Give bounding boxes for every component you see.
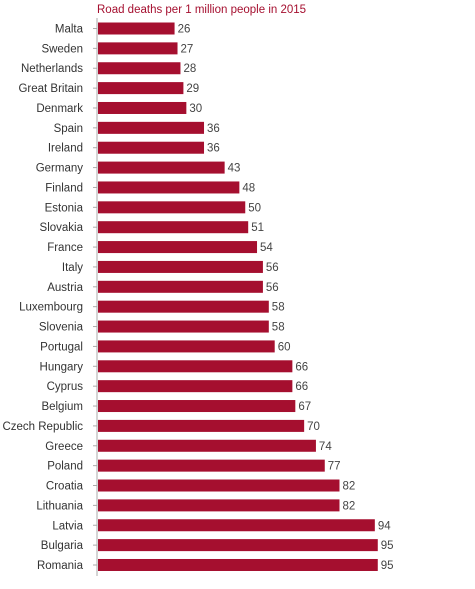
value-label: 67 [298,401,311,413]
category-label: Cyprus [47,381,84,393]
value-label: 66 [295,361,308,373]
value-label: 58 [272,302,285,314]
bar [98,479,340,492]
value-label: 51 [251,222,264,234]
value-label: 82 [342,500,355,512]
category-label: Slovenia [39,322,84,334]
category-label: Ireland [48,143,83,155]
bar [98,539,378,552]
category-label: Spain [54,123,83,135]
category-label: Croatia [46,481,84,493]
value-label: 74 [319,441,332,453]
bar [98,42,178,55]
bar [98,121,205,134]
category-label: Denmark [36,103,83,115]
bar [98,439,316,452]
value-label: 95 [381,560,394,572]
value-label: 27 [181,43,194,55]
value-label: 54 [260,242,273,254]
category-label: Bulgaria [41,540,84,552]
bar [98,62,181,75]
category-label: Austria [47,282,83,294]
value-label: 94 [378,520,391,532]
category-label: Estonia [45,202,84,214]
bar [98,419,305,432]
value-label: 28 [183,63,196,75]
value-label: 29 [186,83,199,95]
category-label: Sweden [41,43,83,55]
value-label: 36 [207,143,220,155]
bar [98,558,378,571]
bar [98,519,375,532]
category-label: Netherlands [21,63,83,75]
value-label: 30 [189,103,202,115]
value-label: 66 [295,381,308,393]
bar [98,241,258,254]
value-label: 48 [242,182,255,194]
category-label: Latvia [52,520,83,532]
bar [98,380,293,393]
bar [98,82,184,95]
bar [98,141,205,154]
category-label: Belgium [41,401,83,413]
value-label: 50 [248,202,261,214]
value-label: 60 [278,341,291,353]
category-label: Malta [55,24,84,36]
value-label: 36 [207,123,220,135]
value-label: 56 [266,262,279,274]
bar [98,400,296,413]
bar [98,181,240,194]
bar [98,280,263,293]
category-label: Luxembourg [19,302,83,314]
value-label: 43 [228,163,241,175]
bar [98,260,263,273]
category-label: Germany [36,163,84,175]
category-label: France [47,242,83,254]
bar [98,201,246,214]
value-label: 70 [307,421,320,433]
category-label: Great Britain [18,83,83,95]
value-label: 26 [178,24,191,36]
bar [98,221,249,234]
bar [98,22,175,35]
category-label: Slovakia [40,222,84,234]
bar [98,360,293,373]
value-label: 82 [342,481,355,493]
value-label: 77 [328,461,341,473]
value-label: 95 [381,540,394,552]
bar [98,101,187,114]
bar [98,499,340,512]
bars-group: Malta 26 Sweden 27 Netherlands 28 Great Britai… [2,22,394,572]
category-label: Italy [62,262,83,274]
category-label: Finland [45,182,83,194]
category-label: Hungary [40,361,84,373]
category-label: Romania [37,560,84,572]
category-label: Greece [45,441,83,453]
bar [98,459,325,472]
chart-title: Road deaths per 1 million people in 2015 [97,4,306,16]
category-label: Czech Republic [2,421,83,433]
bar [98,340,275,353]
value-label: 56 [266,282,279,294]
value-label: 58 [272,322,285,334]
bar [98,161,225,174]
bar [98,300,269,313]
category-label: Lithuania [36,500,83,512]
category-label: Poland [47,461,83,473]
bar [98,320,269,333]
category-label: Portugal [40,341,83,353]
